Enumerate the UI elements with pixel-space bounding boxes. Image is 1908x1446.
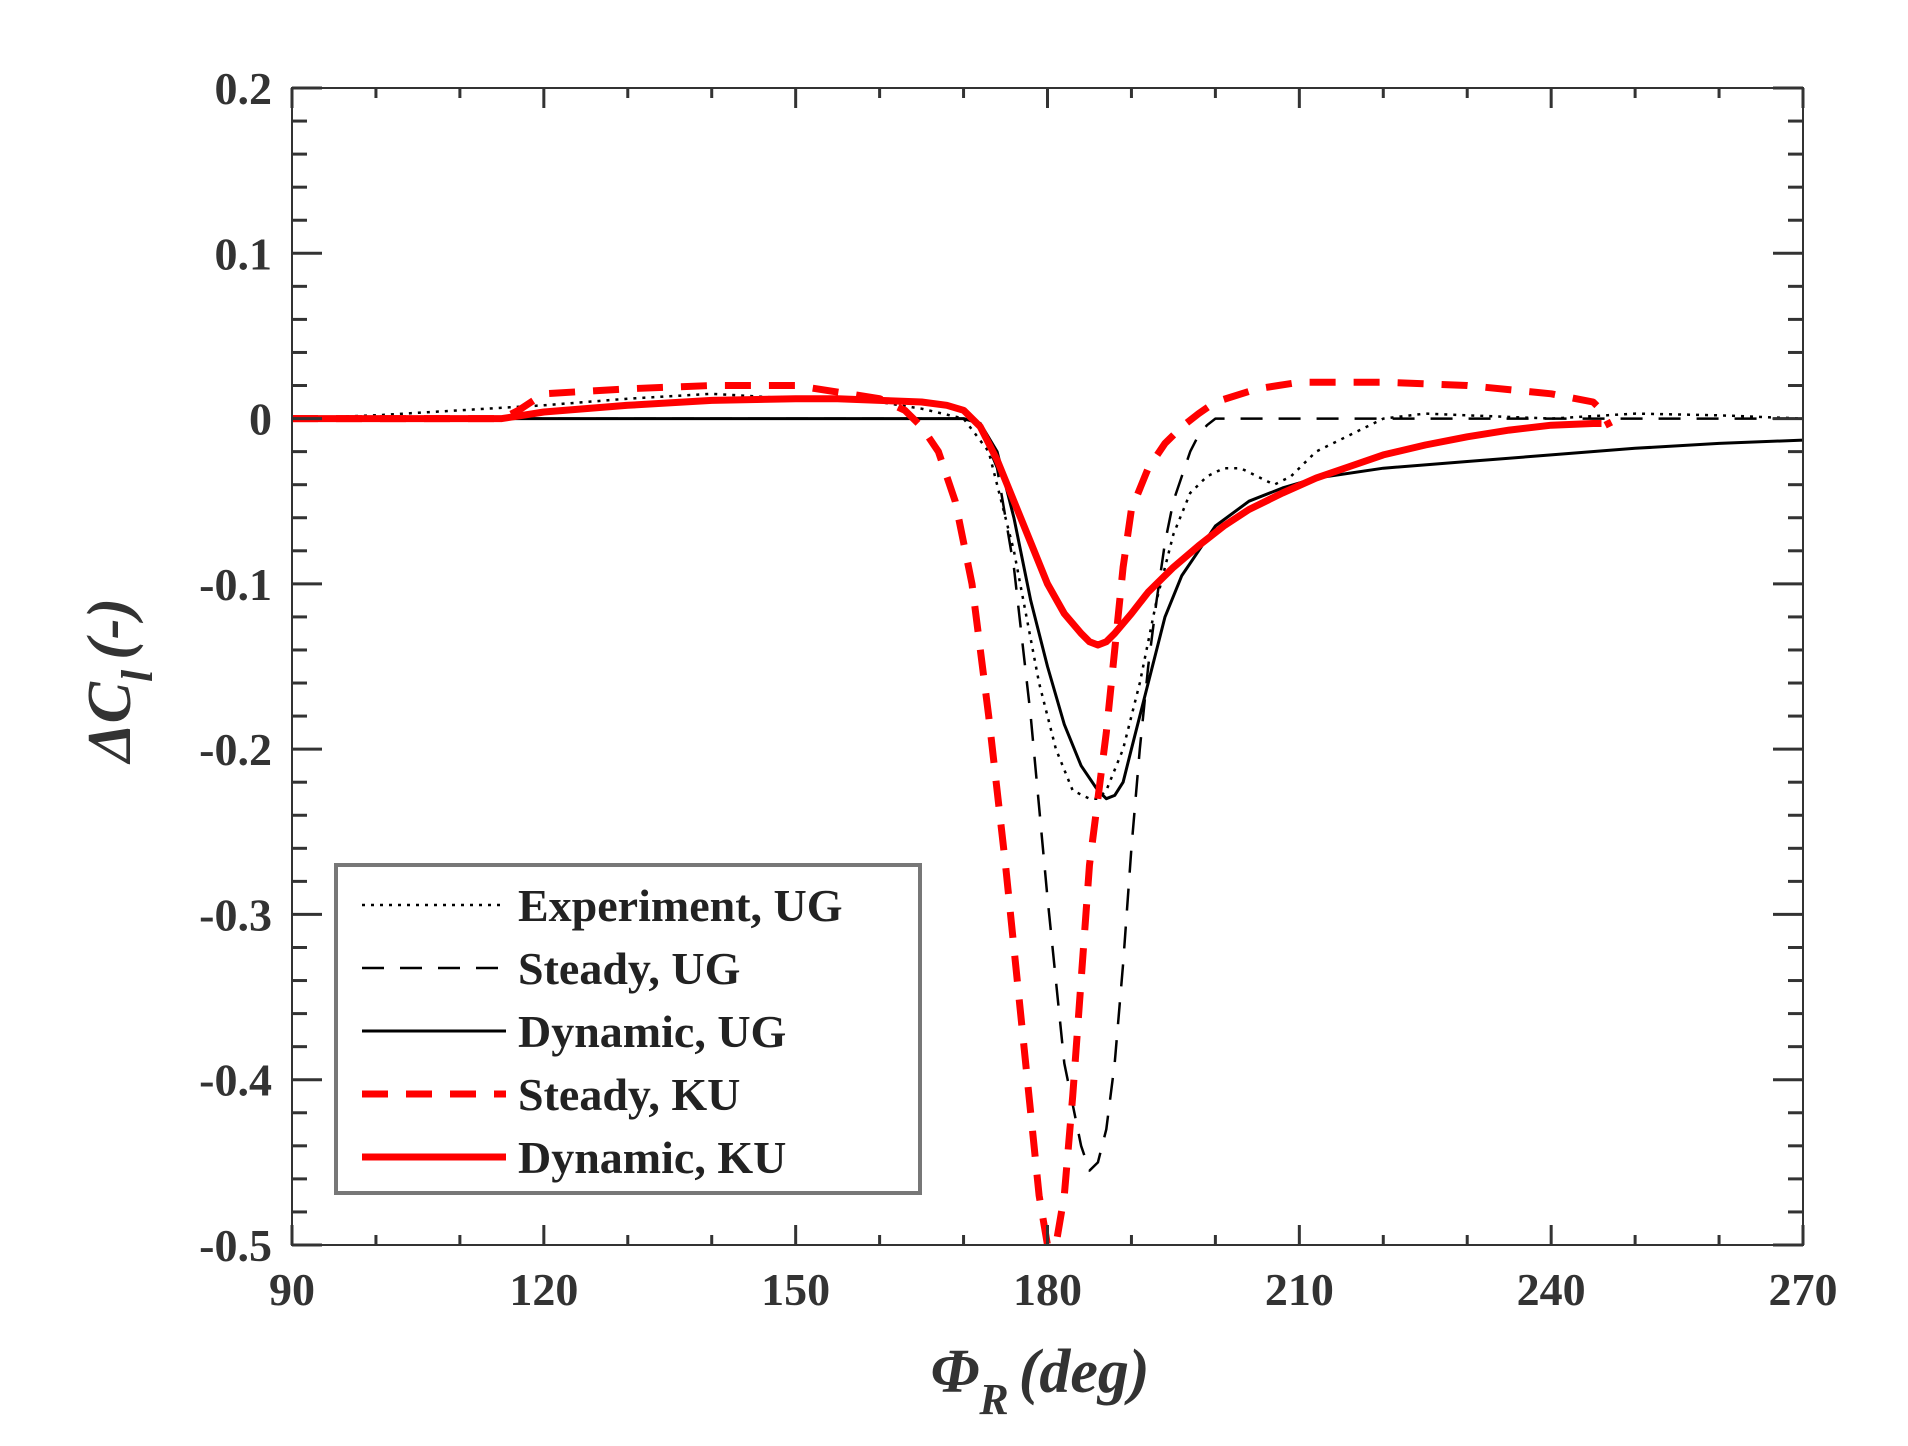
legend-entries: Experiment, UG Steady, UG Dynamic, UG Stead… [362, 880, 843, 1183]
legend-entry-2: Steady, UG [362, 943, 740, 994]
x-tick-label-180: 180 [1013, 1264, 1082, 1315]
legend-entry-1: Experiment, UG [362, 880, 843, 931]
y-tick-label--0.5: -0.5 [199, 1220, 272, 1271]
legend-entry-4: Steady, KU [362, 1069, 740, 1120]
x-tick-label-150: 150 [761, 1264, 830, 1315]
y-tick-label--0.4: -0.4 [199, 1055, 272, 1106]
x-tick-label-270: 270 [1769, 1264, 1838, 1315]
legend-label-5: Dynamic, KU [518, 1132, 786, 1183]
y-tick-label-0: 0 [249, 394, 272, 445]
y-tick-label--0.2: -0.2 [199, 724, 272, 775]
legend-entry-3: Dynamic, UG [362, 1006, 786, 1057]
y-tick-label-0.1: 0.1 [215, 228, 273, 279]
legend-label-4: Steady, KU [518, 1069, 740, 1120]
series-line-4 [292, 378, 1614, 1245]
x-tick-label-90: 90 [269, 1264, 315, 1315]
legend: Experiment, UG Steady, UG Dynamic, UG Stead… [334, 863, 922, 1195]
legend-box [334, 863, 922, 1195]
y-tick-label--0.1: -0.1 [199, 559, 272, 610]
x-axis-title: ΦR (deg) [930, 1338, 1149, 1424]
legend-entry-5: Dynamic, KU [362, 1132, 786, 1183]
x-tick-label-240: 240 [1517, 1264, 1586, 1315]
legend-label-1: Experiment, UG [518, 880, 843, 931]
y-axis-title: ΔCl(-) [76, 598, 162, 765]
x-tick-label-210: 210 [1265, 1264, 1334, 1315]
tick-labels: 90 120 150 180 210 240 270 0.2 0.1 0 -0.1 -0.2 -0.3 -… [199, 63, 1837, 1315]
series-layer [292, 378, 1803, 1245]
y-tick-label-0.2: 0.2 [215, 63, 273, 114]
series-line-5 [292, 395, 1602, 649]
y-tick-label--0.3: -0.3 [199, 889, 272, 940]
legend-label-2: Steady, UG [518, 943, 740, 994]
ticks-layer [290, 86, 1805, 1247]
legend-label-3: Dynamic, UG [518, 1006, 786, 1057]
x-tick-label-120: 120 [509, 1264, 578, 1315]
